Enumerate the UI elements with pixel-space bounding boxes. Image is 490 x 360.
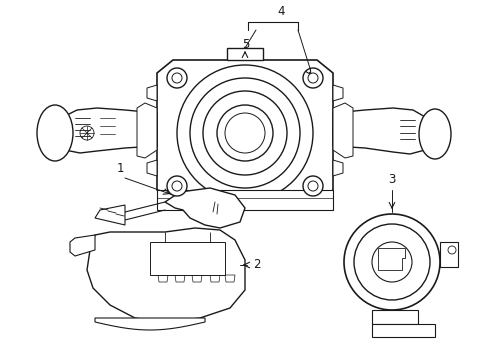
Polygon shape [440, 242, 458, 267]
Polygon shape [210, 275, 220, 282]
Polygon shape [147, 125, 157, 141]
Polygon shape [175, 275, 185, 282]
Polygon shape [158, 275, 168, 282]
Polygon shape [95, 318, 205, 330]
Circle shape [303, 68, 323, 88]
Text: 5: 5 [243, 38, 250, 51]
Circle shape [448, 246, 456, 254]
Ellipse shape [419, 109, 451, 159]
Polygon shape [333, 125, 343, 141]
Ellipse shape [37, 105, 73, 161]
Polygon shape [150, 242, 225, 275]
Polygon shape [378, 248, 405, 270]
Circle shape [167, 68, 187, 88]
Polygon shape [372, 310, 418, 324]
Circle shape [344, 214, 440, 310]
Circle shape [172, 181, 182, 191]
Circle shape [177, 65, 313, 201]
Polygon shape [157, 60, 333, 203]
Polygon shape [87, 228, 245, 322]
Circle shape [167, 176, 187, 196]
Text: 1: 1 [116, 162, 124, 175]
Polygon shape [147, 160, 157, 176]
Polygon shape [333, 85, 343, 101]
Polygon shape [137, 103, 157, 158]
Text: 2: 2 [253, 258, 261, 271]
Circle shape [217, 105, 273, 161]
Polygon shape [70, 235, 95, 256]
Circle shape [172, 73, 182, 83]
Circle shape [308, 181, 318, 191]
Circle shape [372, 242, 412, 282]
Polygon shape [333, 108, 435, 154]
Polygon shape [147, 85, 157, 101]
Polygon shape [333, 103, 353, 158]
Polygon shape [192, 275, 202, 282]
Polygon shape [95, 205, 125, 225]
Circle shape [225, 113, 265, 153]
Polygon shape [165, 188, 245, 228]
Text: 4: 4 [277, 5, 285, 18]
Polygon shape [225, 275, 235, 282]
Circle shape [308, 73, 318, 83]
Polygon shape [333, 160, 343, 176]
Polygon shape [157, 190, 333, 210]
Polygon shape [372, 324, 435, 337]
Polygon shape [55, 108, 157, 153]
Text: 3: 3 [388, 173, 396, 186]
Polygon shape [227, 48, 263, 60]
Circle shape [303, 176, 323, 196]
